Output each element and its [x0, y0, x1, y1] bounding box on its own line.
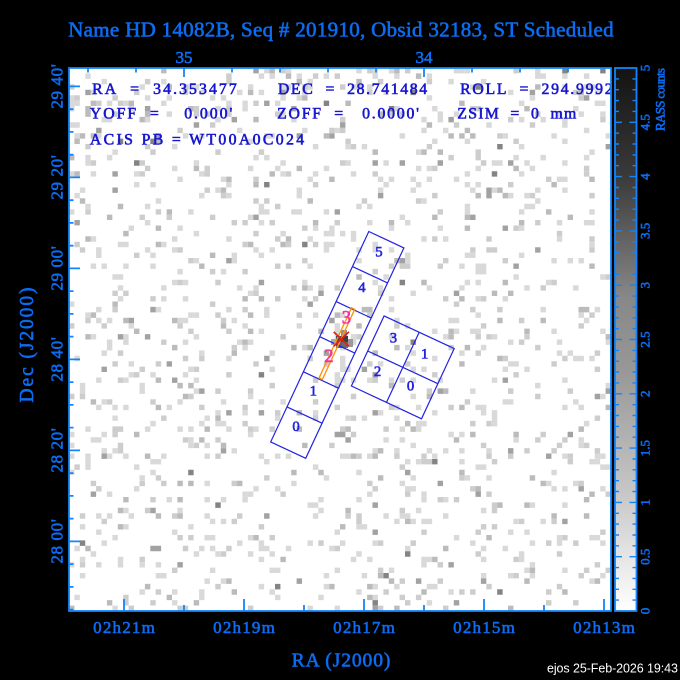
svg-text:5: 5	[375, 245, 382, 261]
svg-text:1: 1	[638, 499, 653, 506]
svg-text:28 00': 28 00'	[48, 519, 67, 564]
svg-text:3: 3	[390, 331, 397, 347]
svg-text:DEC = 28.741484: DEC = 28.741484	[278, 81, 427, 98]
svg-text:YOFF = 0.000': YOFF = 0.000'	[90, 105, 233, 122]
svg-text:0: 0	[407, 379, 414, 395]
svg-text:RA = 34.353477: RA = 34.353477	[92, 81, 237, 98]
svg-text:29 00': 29 00'	[48, 246, 67, 291]
svg-text:ZOFF = 0.0000': ZOFF = 0.0000'	[277, 105, 419, 122]
svg-text:4: 4	[358, 280, 366, 296]
svg-text:3: 3	[342, 307, 351, 328]
svg-text:34: 34	[416, 48, 434, 67]
svg-text:29 40': 29 40'	[48, 64, 67, 109]
svg-text:28 20': 28 20'	[48, 428, 67, 473]
svg-text:ZSIM = 0 mm: ZSIM = 0 mm	[457, 105, 577, 122]
svg-text:2: 2	[638, 391, 653, 398]
svg-text:RASS counts: RASS counts	[653, 68, 668, 131]
svg-text:5: 5	[638, 65, 653, 72]
svg-text:2: 2	[374, 364, 381, 380]
svg-text:02h19m: 02h19m	[213, 618, 275, 637]
svg-text:29 20': 29 20'	[48, 155, 67, 200]
svg-text:3: 3	[638, 282, 653, 289]
svg-text:1: 1	[310, 384, 317, 400]
svg-text:02h17m: 02h17m	[333, 618, 395, 637]
svg-text:28 40': 28 40'	[48, 337, 67, 382]
svg-text:02h15m: 02h15m	[453, 618, 515, 637]
svg-text:0: 0	[292, 419, 299, 435]
svg-text:RA (J2000): RA (J2000)	[292, 651, 391, 672]
svg-text:ROLL = 294.9992: ROLL = 294.9992	[460, 81, 613, 98]
svg-text:02h13m: 02h13m	[573, 618, 635, 637]
svg-text:0: 0	[638, 608, 653, 615]
svg-text:ejos 25-Feb-2026 19:43: ejos 25-Feb-2026 19:43	[547, 662, 678, 676]
svg-text:Dec (J2000): Dec (J2000)	[17, 288, 38, 403]
svg-text:3.5: 3.5	[638, 223, 653, 239]
svg-text:4.5: 4.5	[638, 114, 653, 130]
svg-text:02h21m: 02h21m	[93, 618, 155, 637]
svg-text:35: 35	[176, 48, 193, 67]
svg-text:Name HD 14082B, Seq # 201910,: Name HD 14082B, Seq # 201910, Obsid 3218…	[68, 17, 614, 41]
svg-text:1.5: 1.5	[638, 440, 653, 456]
svg-text:4: 4	[638, 173, 653, 180]
svg-text:2.5: 2.5	[638, 331, 653, 347]
svg-text:2: 2	[324, 346, 333, 367]
svg-text:1: 1	[421, 347, 428, 363]
svg-text:0.5: 0.5	[638, 549, 653, 565]
